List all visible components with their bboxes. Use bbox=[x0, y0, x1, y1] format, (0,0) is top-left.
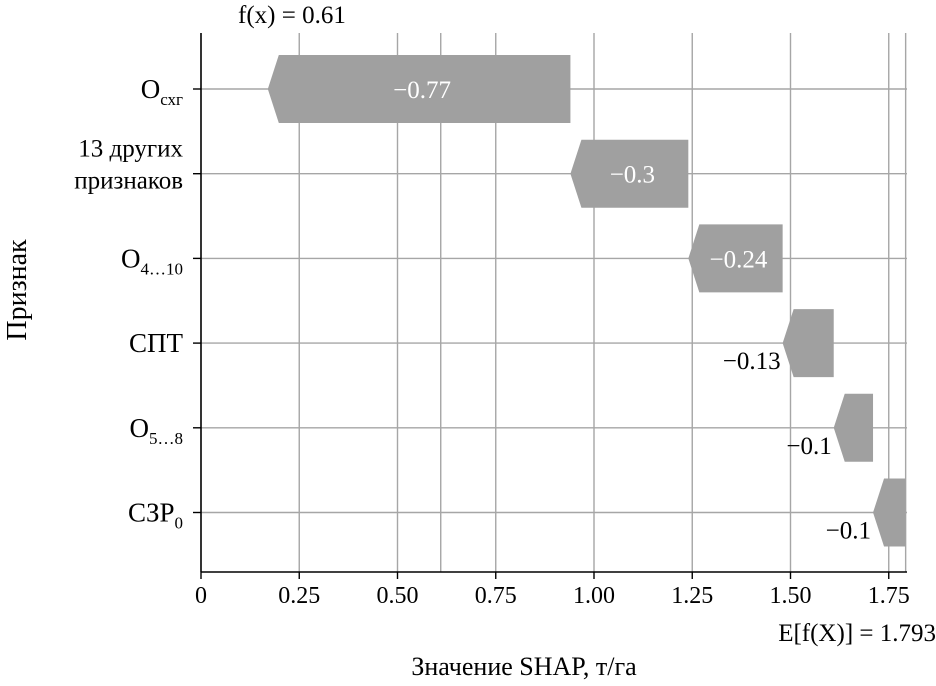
x-tick-label: 1.00 bbox=[573, 583, 615, 609]
bar-value-label: −0.1 bbox=[826, 518, 871, 545]
x-tick-label: 0.75 bbox=[475, 583, 517, 609]
axes bbox=[200, 33, 907, 573]
bar-value-label: −0.13 bbox=[723, 348, 781, 375]
feature-label: СПТ bbox=[129, 328, 184, 358]
bar-value-label: −0.77 bbox=[393, 77, 451, 104]
expected-value-label: E[f(X)] = 1.793 bbox=[778, 620, 936, 647]
x-tick-label: 1.75 bbox=[868, 583, 910, 609]
feature-label: Oсхг bbox=[141, 74, 183, 109]
x-tick-label: 1.50 bbox=[770, 583, 812, 609]
shap-bar bbox=[833, 393, 874, 462]
feature-label: O5…8 bbox=[130, 413, 184, 448]
feature-label: СЗР0 bbox=[128, 498, 183, 533]
labels: 0 0.25 0.50 0.75 1.00 1.25 1.50 1.75 −0.77 Oсхг −0… bbox=[74, 74, 910, 609]
shap-bar bbox=[873, 478, 906, 547]
bars bbox=[267, 55, 906, 547]
bar-value-label: −0.3 bbox=[610, 162, 655, 189]
x-tick-label: 0.50 bbox=[377, 583, 419, 609]
bar-value-label: −0.1 bbox=[786, 433, 831, 460]
bar-value-label: −0.24 bbox=[710, 246, 768, 273]
x-tick-label: 1.25 bbox=[671, 583, 713, 609]
shap-bar bbox=[782, 309, 834, 378]
feature-label: O4…10 bbox=[121, 243, 183, 278]
x-axis-title: Значение SHAP, т/га bbox=[411, 652, 637, 681]
fx-label: f(x) = 0.61 bbox=[238, 2, 346, 29]
x-tick-label: 0 bbox=[195, 583, 207, 609]
feature-label: признаков bbox=[74, 168, 183, 195]
feature-label: 13 других bbox=[78, 136, 183, 163]
shap-bar bbox=[570, 139, 689, 208]
x-tick-label: 0.25 bbox=[278, 583, 320, 609]
y-axis-title: Признак bbox=[2, 239, 33, 341]
shap-bar bbox=[688, 224, 783, 293]
shap-bar bbox=[267, 55, 571, 123]
